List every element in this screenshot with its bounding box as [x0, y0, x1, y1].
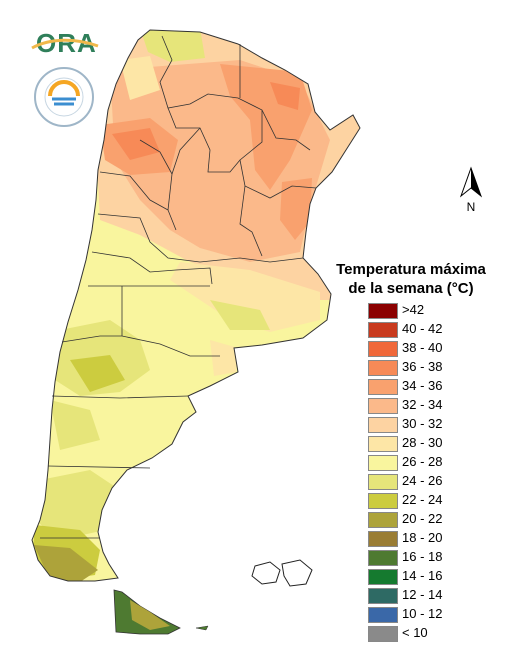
province-borders [40, 35, 317, 539]
legend-swatch [368, 436, 398, 452]
legend-swatch [368, 569, 398, 585]
legend-swatch [368, 303, 398, 319]
legend-swatch [368, 417, 398, 433]
legend-label: 38 - 40 [402, 340, 443, 355]
legend-swatch [368, 626, 398, 642]
legend-swatch [368, 379, 398, 395]
legend-swatch [368, 455, 398, 471]
legend-swatch [368, 322, 398, 338]
north-label: N [466, 200, 476, 214]
legend-label: 22 - 24 [402, 492, 443, 507]
legend-label: 18 - 20 [402, 530, 443, 545]
smn-seal-icon [34, 67, 94, 127]
legend-swatch [368, 550, 398, 566]
legend-label: >42 [402, 302, 425, 317]
country-border [31, 29, 361, 582]
legend-swatch [368, 512, 398, 528]
legend-label: < 10 [402, 625, 428, 640]
north-arrow-icon [459, 166, 483, 198]
legend-swatch [368, 360, 398, 376]
legend-label: 12 - 14 [402, 587, 443, 602]
legend-label: 14 - 16 [402, 568, 443, 583]
legend-swatch [368, 474, 398, 490]
legend-swatch [368, 531, 398, 547]
legend-swatch [368, 607, 398, 623]
legend-label: 28 - 30 [402, 435, 443, 450]
legend-label: 16 - 18 [402, 549, 443, 564]
north-arrow: N [454, 166, 488, 218]
legend-label: 20 - 22 [402, 511, 443, 526]
legend-label: 34 - 36 [402, 378, 443, 393]
legend-label: 10 - 12 [402, 606, 443, 621]
legend-label: 30 - 32 [402, 416, 443, 431]
legend-title: Temperatura máxima de la semana (°C) [318, 260, 504, 298]
legend-swatch [368, 588, 398, 604]
legend-label: 26 - 28 [402, 454, 443, 469]
legend-swatch [368, 493, 398, 509]
legend-label: 36 - 38 [402, 359, 443, 374]
malvinas-islands [251, 559, 313, 587]
legend-title-line1: Temperatura máxima [336, 261, 486, 278]
legend-label: 40 - 42 [402, 321, 443, 336]
legend-label: 24 - 26 [402, 473, 443, 488]
legend-title-line2: de la semana (°C) [348, 280, 474, 297]
ora-logo-swoosh [31, 38, 99, 50]
legend-swatch [368, 398, 398, 414]
legend-swatch [368, 341, 398, 357]
legend-label: 32 - 34 [402, 397, 443, 412]
